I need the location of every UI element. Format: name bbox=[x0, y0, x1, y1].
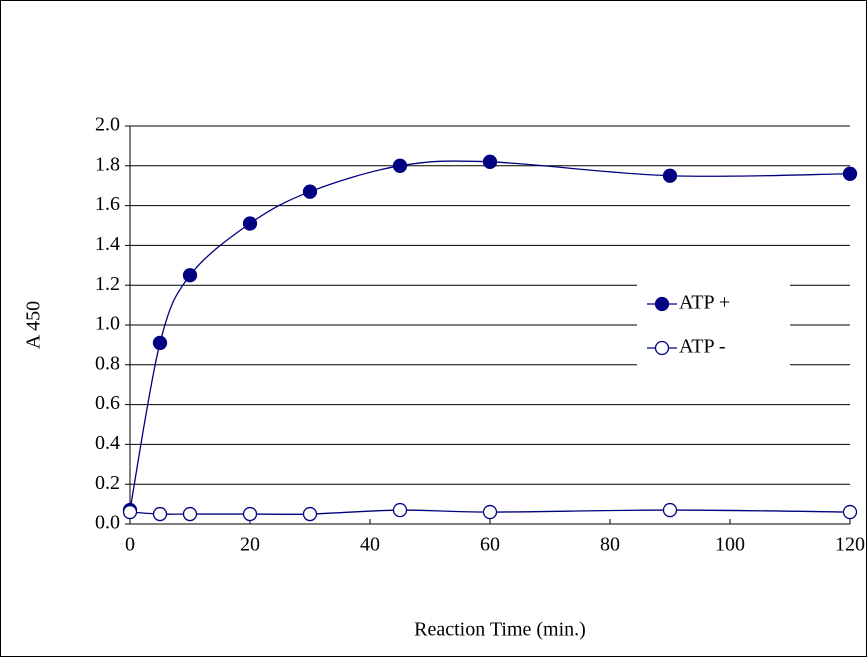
legend-marker bbox=[654, 340, 670, 356]
data-point bbox=[242, 506, 258, 522]
x-axis-label: Reaction Time (min.) bbox=[414, 619, 586, 641]
data-point bbox=[182, 268, 198, 283]
data-point bbox=[482, 504, 498, 520]
x-tick-label: 100 bbox=[715, 534, 745, 556]
legend-label: ATP + bbox=[679, 292, 730, 314]
y-tick-label: 0.4 bbox=[95, 432, 120, 454]
data-point bbox=[662, 168, 678, 183]
y-axis-label: A 450 bbox=[23, 301, 45, 349]
data-point bbox=[662, 502, 678, 518]
data-point bbox=[392, 502, 408, 518]
x-tick-label: 60 bbox=[480, 534, 500, 556]
y-tick-label: 2.0 bbox=[95, 114, 120, 136]
x-tick-label: 40 bbox=[360, 534, 380, 556]
data-point bbox=[122, 504, 138, 520]
legend-marker bbox=[654, 296, 670, 312]
data-point bbox=[842, 504, 858, 520]
x-tick-label: 80 bbox=[600, 534, 620, 556]
data-point bbox=[182, 506, 198, 522]
legend-label: ATP - bbox=[679, 336, 725, 358]
y-tick-label: 1.8 bbox=[95, 153, 120, 175]
y-tick-label: 1.4 bbox=[95, 233, 120, 255]
y-tick-label: 0.0 bbox=[95, 512, 120, 534]
data-point bbox=[302, 184, 318, 199]
data-point bbox=[152, 335, 168, 351]
data-point bbox=[302, 506, 318, 522]
x-tick-label: 120 bbox=[835, 534, 865, 556]
data-point bbox=[242, 216, 258, 231]
data-point bbox=[152, 506, 168, 522]
data-point bbox=[842, 166, 858, 181]
y-tick-label: 0.2 bbox=[95, 472, 120, 494]
y-tick-label: 0.6 bbox=[95, 392, 120, 414]
data-point bbox=[482, 154, 498, 169]
x-tick-label: 20 bbox=[240, 534, 260, 556]
data-point bbox=[392, 158, 408, 173]
y-tick-label: 0.8 bbox=[95, 352, 120, 374]
y-tick-label: 1.2 bbox=[95, 273, 120, 295]
y-tick-label: 1.0 bbox=[95, 313, 120, 335]
x-tick-label: 0 bbox=[125, 534, 135, 556]
y-tick-label: 1.6 bbox=[95, 193, 120, 215]
